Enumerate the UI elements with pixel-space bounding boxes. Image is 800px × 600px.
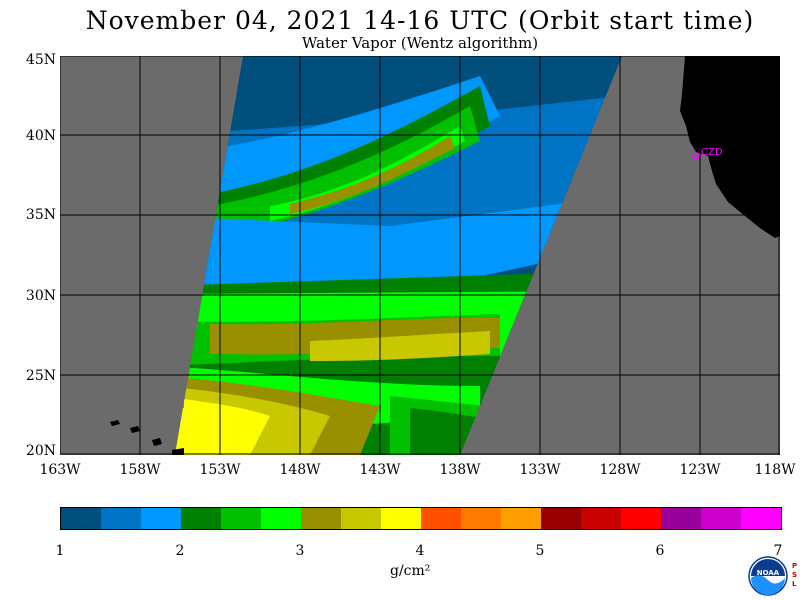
- color-swatch: [261, 508, 301, 529]
- scale-tick: 2: [175, 543, 185, 559]
- scale-tick: 3: [295, 543, 305, 559]
- psl-letter: S: [792, 571, 798, 579]
- color-swatch: [221, 508, 261, 529]
- lon-label: 148W: [279, 462, 321, 478]
- island: [152, 438, 162, 446]
- scale-unit: g/cm²: [390, 563, 431, 579]
- map-title: November 04, 2021 14-16 UTC (Orbit start…: [85, 6, 755, 35]
- lon-label: 158W: [119, 462, 161, 478]
- water-vapor-map: CZD: [60, 56, 780, 455]
- color-swatch: [661, 508, 701, 529]
- psl-letter: P: [792, 562, 798, 570]
- color-swatch: [181, 508, 221, 529]
- lon-label: 143W: [359, 462, 401, 478]
- map-subtitle: Water Vapor (Wentz algorithm): [301, 34, 539, 52]
- color-swatch: [381, 508, 421, 529]
- scale-tick: 7: [773, 543, 783, 559]
- lon-label: 163W: [39, 462, 81, 478]
- color-swatch: [101, 508, 141, 529]
- color-scale-bar: [60, 507, 782, 530]
- scale-tick: 5: [535, 543, 545, 559]
- island: [110, 420, 120, 426]
- scale-tick: 1: [55, 543, 65, 559]
- city-label: CZD: [701, 147, 723, 158]
- lat-label: 35N: [25, 207, 56, 223]
- grid-lines: [60, 56, 780, 455]
- island: [172, 448, 184, 455]
- color-swatch: [621, 508, 661, 529]
- scale-tick: 4: [415, 543, 425, 559]
- noaa-logo-text: NOAA: [757, 569, 780, 577]
- color-swatch: [341, 508, 381, 529]
- lon-label: 123W: [679, 462, 721, 478]
- lon-label: 133W: [519, 462, 561, 478]
- color-swatch: [301, 508, 341, 529]
- scale-tick: 6: [655, 543, 665, 559]
- color-swatch: [61, 508, 101, 529]
- color-swatch: [141, 508, 181, 529]
- psl-letter: L: [792, 580, 797, 588]
- lat-label: 25N: [25, 368, 56, 384]
- lon-label: 138W: [439, 462, 481, 478]
- color-swatch: [501, 508, 541, 529]
- color-swatch: [461, 508, 501, 529]
- color-swatch: [541, 508, 581, 529]
- color-swatch: [581, 508, 621, 529]
- color-swatch: [741, 508, 781, 529]
- lat-label: 20N: [25, 443, 56, 459]
- lon-label: 153W: [199, 462, 241, 478]
- noaa-logo[interactable]: NOAA: [748, 556, 788, 596]
- city-marker: [692, 152, 700, 160]
- lat-label: 30N: [25, 288, 56, 304]
- color-swatch: [421, 508, 461, 529]
- lat-label: 45N: [25, 52, 56, 68]
- lon-label: 118W: [754, 462, 796, 478]
- island: [130, 426, 140, 433]
- color-swatch: [701, 508, 741, 529]
- land-mass: [680, 56, 780, 238]
- lat-label: 40N: [25, 128, 56, 144]
- lon-label: 128W: [599, 462, 641, 478]
